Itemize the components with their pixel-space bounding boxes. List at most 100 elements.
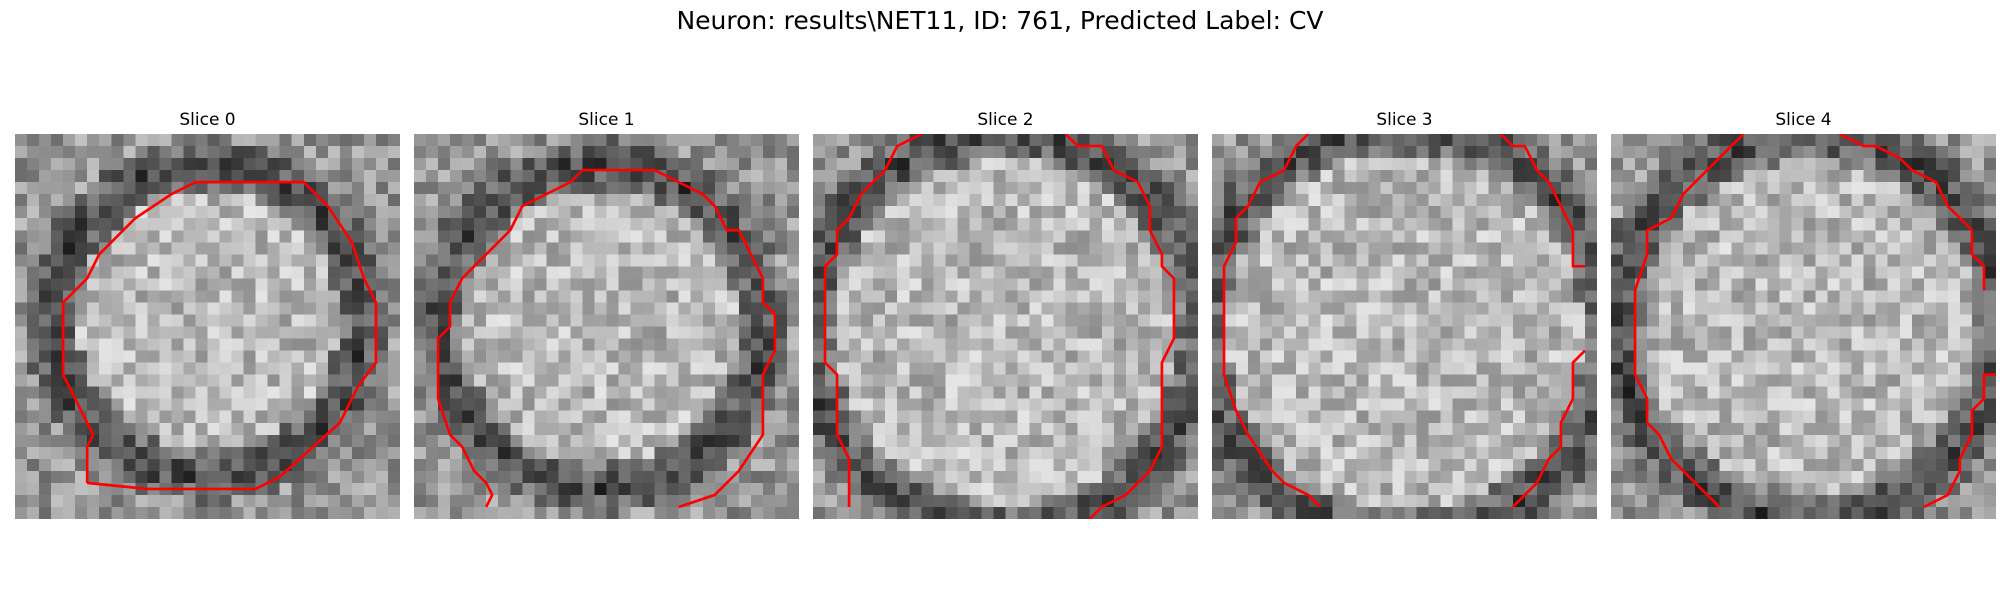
pixel (643, 230, 655, 242)
pixel (1948, 182, 1960, 194)
pixel (679, 290, 691, 302)
pixel (522, 507, 534, 519)
pixel (969, 266, 981, 278)
pixel (1066, 447, 1078, 459)
pixel (51, 507, 63, 519)
pixel (969, 134, 981, 146)
pixel (340, 423, 352, 435)
pixel (171, 206, 183, 218)
pixel (1671, 290, 1683, 302)
pixel (1743, 459, 1755, 471)
pixel (304, 483, 316, 495)
pixel (364, 495, 376, 507)
pixel (474, 242, 486, 254)
pixel (993, 387, 1005, 399)
pixel (486, 399, 498, 411)
pixel (1513, 459, 1525, 471)
pixel (1368, 351, 1380, 363)
pixel (1525, 399, 1537, 411)
pixel (87, 206, 99, 218)
pixel (981, 447, 993, 459)
pixel (885, 242, 897, 254)
pixel (1102, 411, 1114, 423)
pixel (1960, 327, 1972, 339)
pixel (909, 459, 921, 471)
pixel (1114, 483, 1126, 495)
pixel (450, 411, 462, 423)
pixel (1272, 266, 1284, 278)
pixel (546, 278, 558, 290)
pixel (328, 146, 340, 158)
pixel (195, 146, 207, 158)
pixel (171, 387, 183, 399)
pixel (268, 182, 280, 194)
pixel (825, 242, 837, 254)
pixel (1272, 339, 1284, 351)
pixel (1864, 230, 1876, 242)
pixel (1561, 302, 1573, 314)
pixel (376, 230, 388, 242)
pixel (1405, 411, 1417, 423)
pixel (292, 411, 304, 423)
pixel (1018, 375, 1030, 387)
pixel (885, 266, 897, 278)
pixel (1888, 435, 1900, 447)
pixel (1549, 375, 1561, 387)
pixel (607, 339, 619, 351)
pixel (1465, 363, 1477, 375)
pixel (631, 447, 643, 459)
pixel (1150, 170, 1162, 182)
pixel (655, 182, 667, 194)
pixel (1320, 278, 1332, 290)
pixel (558, 290, 570, 302)
pixel (909, 302, 921, 314)
pixel (933, 507, 945, 519)
pixel (1816, 206, 1828, 218)
pixel (1284, 194, 1296, 206)
pixel (1236, 170, 1248, 182)
pixel (885, 170, 897, 182)
pixel (522, 314, 534, 326)
pixel (328, 435, 340, 447)
pixel (1635, 447, 1647, 459)
pixel (87, 399, 99, 411)
pixel (1852, 423, 1864, 435)
pixel (1405, 158, 1417, 170)
pixel (1573, 206, 1585, 218)
pixel (1912, 290, 1924, 302)
pixel (534, 507, 546, 519)
pixel (1380, 375, 1392, 387)
pixel (1212, 447, 1224, 459)
pixel (558, 387, 570, 399)
pixel (1162, 375, 1174, 387)
pixel (873, 375, 885, 387)
pixel (292, 158, 304, 170)
pixel (727, 363, 739, 375)
pixel (909, 158, 921, 170)
pixel (1683, 387, 1695, 399)
pixel (751, 507, 763, 519)
pixel (1186, 423, 1198, 435)
pixel (1212, 435, 1224, 447)
pixel (1876, 387, 1888, 399)
pixel (75, 507, 87, 519)
pixel (739, 206, 751, 218)
pixel (534, 266, 546, 278)
pixel (510, 411, 522, 423)
pixel (945, 375, 957, 387)
pixel (1513, 266, 1525, 278)
pixel (171, 278, 183, 290)
pixel (787, 495, 799, 507)
pixel (1066, 158, 1078, 170)
pixel (813, 495, 825, 507)
pixel (1090, 423, 1102, 435)
pixel (39, 278, 51, 290)
pixel (462, 146, 474, 158)
pixel (1260, 339, 1272, 351)
pixel (1380, 339, 1392, 351)
pixel (123, 411, 135, 423)
pixel (534, 158, 546, 170)
pixel (1912, 254, 1924, 266)
pixel (607, 182, 619, 194)
pixel (1102, 447, 1114, 459)
